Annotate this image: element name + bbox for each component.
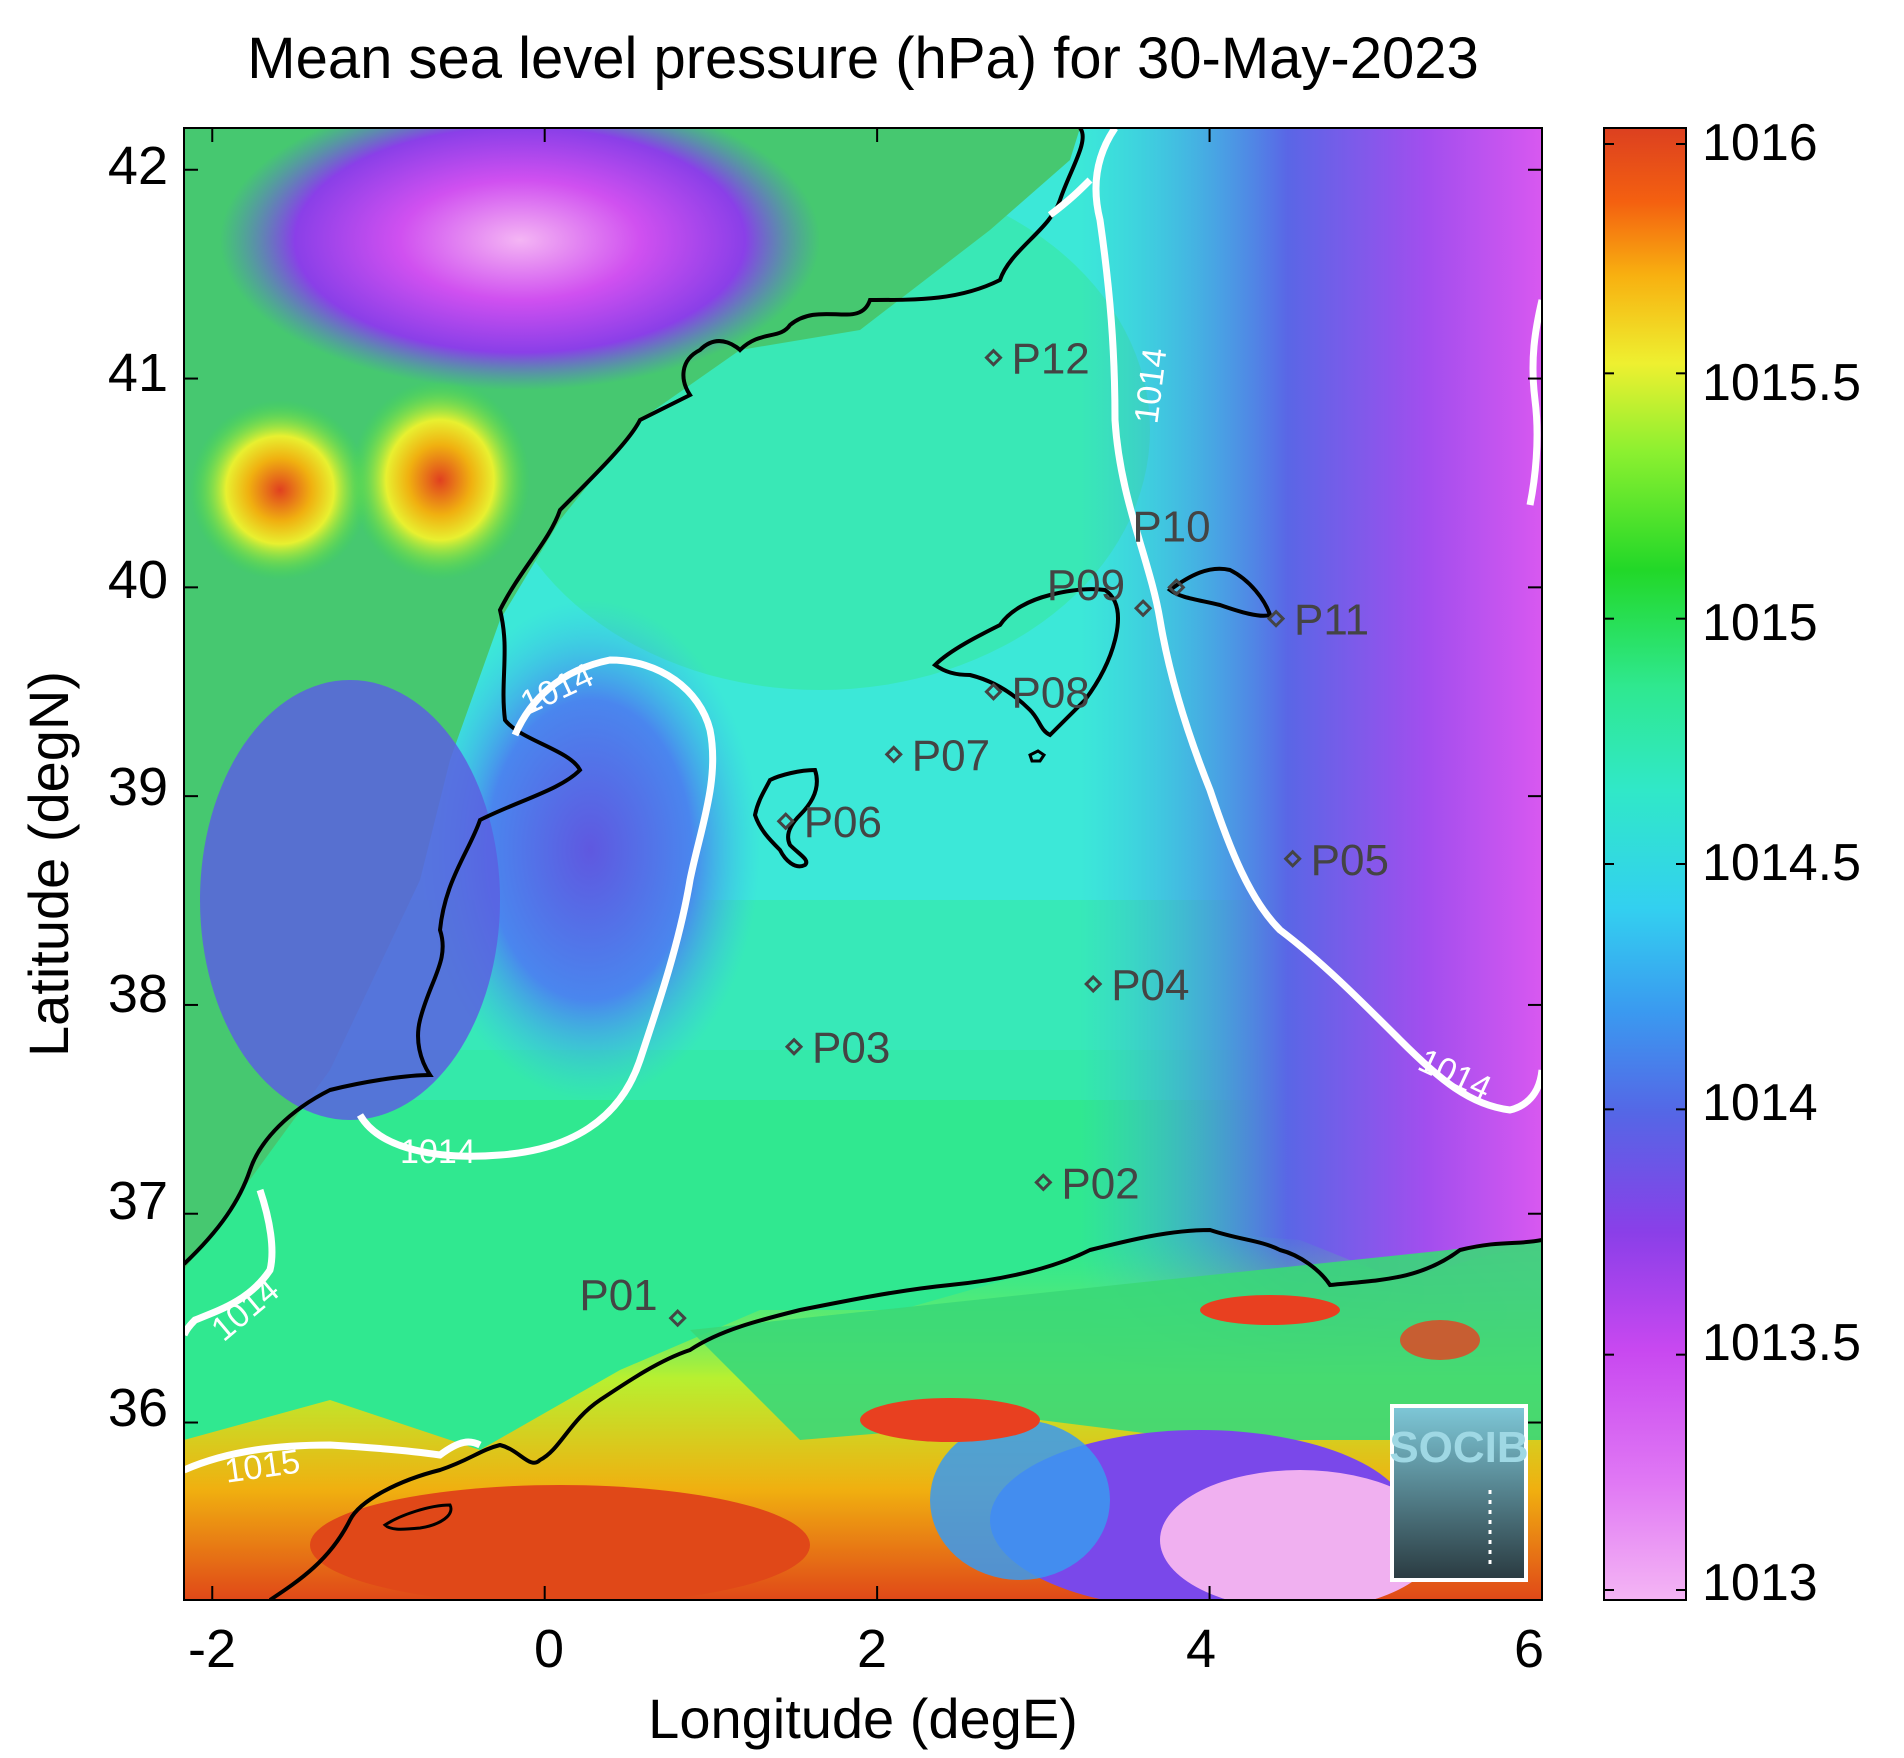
point-marker-p08 [984,682,1003,701]
y-tick-label: 38 [108,964,168,1024]
menorca-outline [1166,566,1273,618]
contour-label-5: 1013 [1539,402,1590,483]
iberia-coastline [184,128,1085,1266]
contour-label-3: 1014 [400,1133,476,1171]
point-label-p09: P09 [1047,561,1125,610]
point-marker-p11 [1266,609,1286,628]
rif-high-zone [310,1485,810,1600]
point-marker-p03 [784,1037,804,1056]
x-tick-label: 4 [1186,1619,1216,1679]
contour-1014-north [1047,177,1093,218]
point-marker-p04 [1084,974,1103,994]
iberia-south-low [200,680,500,1120]
y-tick-labels: 42 41 40 39 38 37 36 [108,136,168,1438]
contour-1014-east [1092,128,1542,1114]
chart-title: Mean sea level pressure (hPa) for 30-May… [247,26,1478,91]
y-tick-label: 39 [108,757,168,817]
colorbar-label: 1015 [1702,594,1818,652]
point-marker-p10 [1167,578,1186,597]
socib-logo: SOCIB [1389,1404,1529,1582]
x-tick-label: 0 [534,1619,564,1679]
colorbar-scale [1603,127,1687,1601]
map-frame [183,127,1543,1601]
x-tick-label: 2 [857,1619,887,1679]
point-label-p04: P04 [1111,961,1189,1010]
colorbar-label: 1016 [1702,114,1818,172]
map-ticks [184,128,1543,1600]
point-label-p05: P05 [1311,836,1389,885]
y-tick-label: 41 [108,343,168,403]
point-label-p11: P11 [1294,596,1369,645]
point-marker-p05 [1283,849,1302,868]
colorbar: 1016 1015.5 1015 1014.5 1014 1013.5 1013 [1603,114,1861,1612]
colorbar-label: 1015.5 [1702,354,1861,412]
socib-logo-text: SOCIB [1389,1423,1528,1472]
iberia-high-1 [190,400,370,580]
y-tick-label: 36 [108,1378,168,1438]
atlas-high-2 [1200,1295,1340,1325]
y-tick-label: 40 [108,550,168,610]
y-tick-label: 37 [108,1171,168,1231]
point-label-p07: P07 [912,731,990,780]
africa-pink-low [1160,1470,1440,1600]
point-label-p08: P08 [1011,669,1089,718]
colorbar-label: 1013 [1702,1554,1818,1612]
x-axis-title: Longitude (degE) [648,1687,1078,1750]
point-marker-p12 [984,348,1003,367]
colorbar-label: 1013.5 [1702,1314,1861,1372]
point-marker-p01 [668,1309,687,1328]
x-tick-label: 6 [1514,1619,1544,1679]
point-label-p03: P03 [812,1024,890,1073]
island-alboran-outline [382,1503,453,1531]
valencia-gulf-low [420,600,760,1100]
atlas-green-band [690,1240,1542,1440]
point-marker-p02 [1034,1173,1053,1192]
atlas-high-3 [1400,1320,1480,1360]
point-label-p12: P12 [1011,335,1089,384]
mallorca-outline [931,587,1120,738]
point-label-p06: P06 [804,798,882,847]
ibiza-outline [752,767,819,869]
contour-1013-east [1526,299,1542,506]
y-tick-label: 42 [108,136,168,196]
contour-1015-south [184,1438,482,1474]
colorbar-ticks [1604,143,1686,1591]
atlas-high-1 [860,1398,1040,1442]
iberia-north-low [220,128,820,390]
contour-1014-southwest [184,1188,276,1337]
point-label-p10: P10 [1132,502,1210,551]
africa-blue-area [930,1420,1110,1580]
x-tick-labels: -2 0 2 4 6 [188,1619,1544,1679]
contour-label-2: 1014 [1127,346,1174,426]
point-marker-p06 [776,812,795,831]
pressure-field [184,128,1542,1600]
cabrera-outline [1028,749,1047,763]
africa-coastline [268,1227,1542,1600]
point-marker-p09 [1133,599,1153,618]
iberia-high-2 [350,380,530,580]
colorbar-label: 1014.5 [1702,834,1861,892]
colorbar-label: 1014 [1702,1074,1818,1132]
x-tick-label: -2 [188,1619,236,1679]
point-marker-p07 [884,745,903,764]
point-label-p02: P02 [1061,1159,1139,1208]
contour-1014-valencia [356,656,717,1160]
point-label-p01: P01 [579,1271,657,1320]
y-axis-title: Latitude (degN) [17,671,80,1057]
